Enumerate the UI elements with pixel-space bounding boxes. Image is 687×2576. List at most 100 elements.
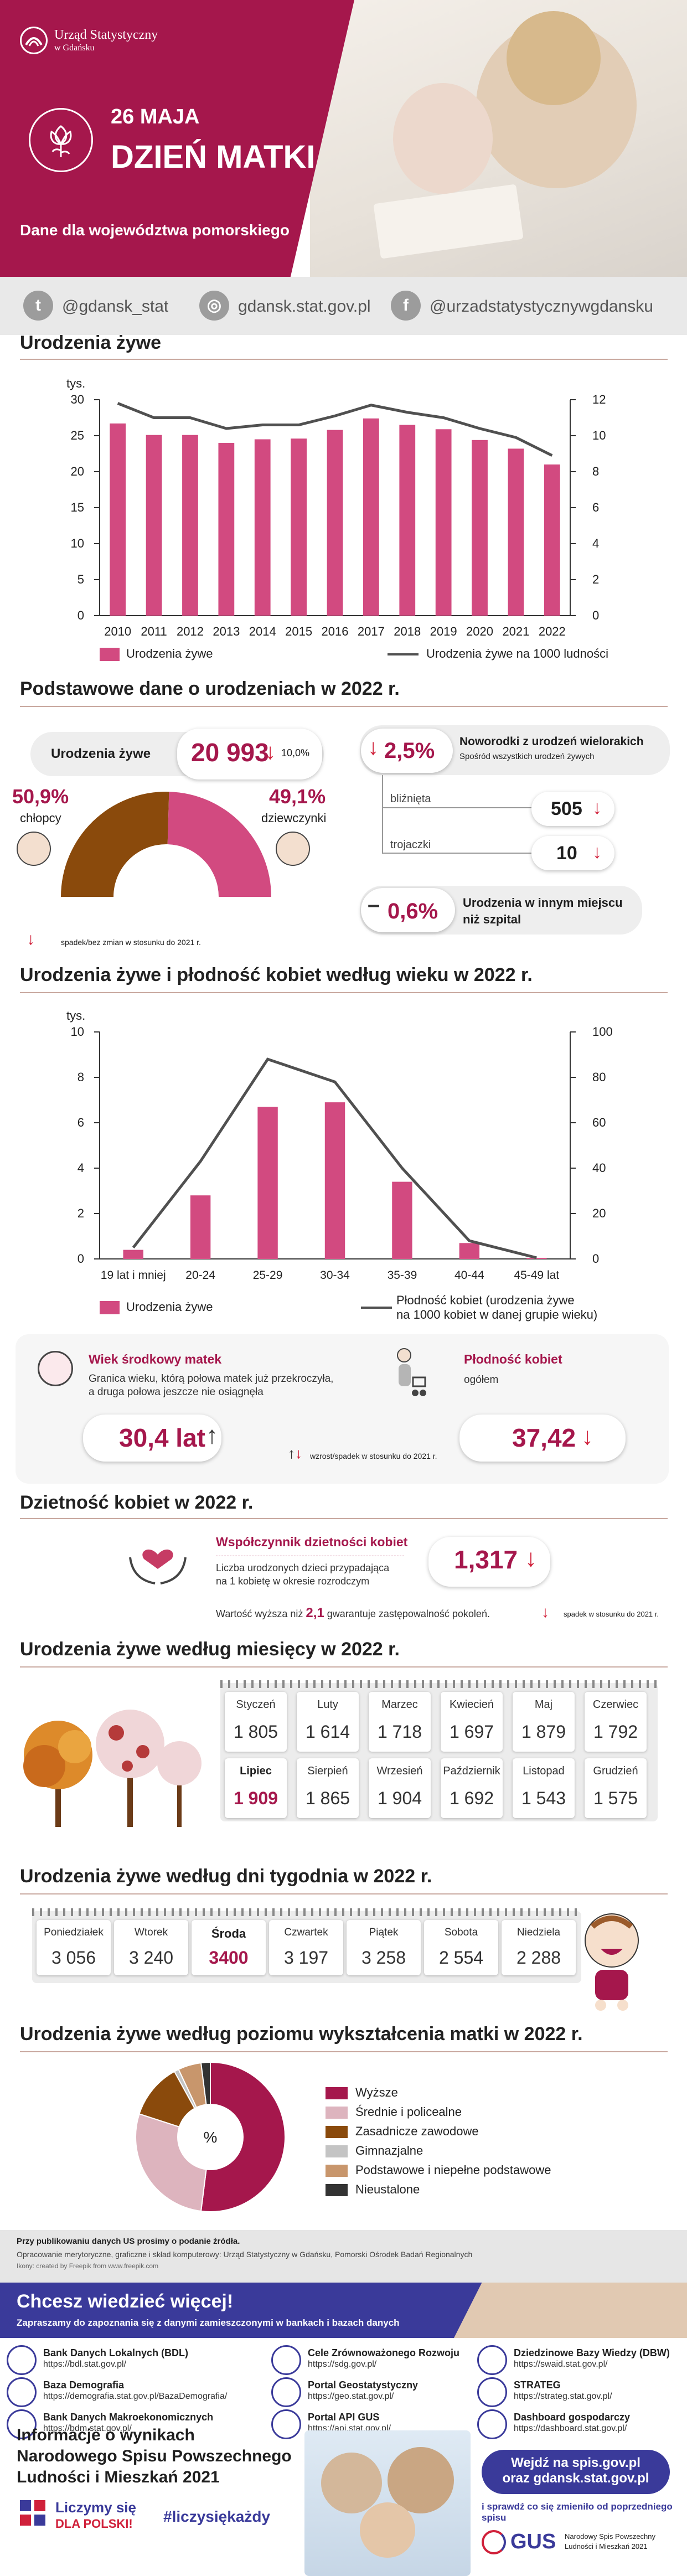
bar: [123, 1250, 143, 1259]
month-value: 1 879: [521, 1722, 566, 1742]
y-tick-label: 10: [71, 1025, 84, 1039]
database-icon[interactable]: [477, 2377, 507, 2407]
section-title-age: Urodzenia żywe i płodność kobiet według …: [20, 964, 533, 985]
database-icon[interactable]: [7, 2377, 37, 2407]
month-value: 1 543: [521, 1788, 566, 1808]
weekday-value: 3 240: [128, 1948, 174, 1968]
legend-label: Gimnazjalne: [355, 2144, 423, 2157]
link-title[interactable]: Dziedzinowe Bazy Wiedzy (DBW): [514, 2347, 670, 2358]
calendar-rings: [32, 1908, 581, 1916]
link-title[interactable]: Baza Demografia: [43, 2379, 125, 2391]
month-cell: Listopad 1 543: [513, 1758, 575, 1818]
legend-label: Średnie i policealne: [355, 2105, 462, 2119]
link-url[interactable]: https://strateg.stat.gov.pl/: [514, 2392, 612, 2401]
month-name: Marzec: [381, 1699, 418, 1711]
database-icon[interactable]: [271, 2409, 301, 2439]
twitter-icon[interactable]: t: [23, 291, 53, 321]
link-url[interactable]: https://sdg.gov.pl/: [308, 2360, 377, 2369]
twins-value: 505: [551, 798, 582, 819]
outside-pct: 0,6%: [388, 899, 438, 923]
weekday-cell: Niedziela 2 288: [502, 1920, 576, 1975]
event-date: 26 MAJA: [111, 105, 200, 128]
gus-name: GUS: [510, 2530, 556, 2553]
girls-pct: 49,1%: [269, 785, 326, 808]
bar: [146, 435, 162, 616]
link-url[interactable]: https://swaid.stat.gov.pl/: [514, 2360, 608, 2369]
database-icon[interactable]: [477, 2345, 507, 2375]
section-divider: [20, 992, 668, 993]
cta-line-1[interactable]: Wejdź na spis.gov.pl: [511, 2455, 640, 2470]
link-url[interactable]: https://geo.stat.gov.pl/: [308, 2392, 394, 2401]
link-title[interactable]: Cele Zrównoważonego Rozwoju: [308, 2347, 459, 2358]
legend-swatch: [326, 2107, 348, 2119]
cta-sub: i sprawdź co się zmieniło od poprzednieg…: [482, 2501, 673, 2523]
link-title[interactable]: Bank Danych Lokalnych (BDL): [43, 2347, 189, 2358]
database-icon[interactable]: [7, 2345, 37, 2375]
x-tick-label: 2021: [502, 624, 529, 638]
y-tick-label: 25: [71, 429, 84, 442]
family-person: [360, 2502, 415, 2558]
website-link[interactable]: gdansk.stat.gov.pl: [238, 297, 371, 316]
month-name: Styczeń: [236, 1699, 276, 1711]
twitter-handle[interactable]: @gdansk_stat: [62, 297, 169, 316]
gus-sub-1: Narodowy Spis Powszechny: [565, 2532, 656, 2541]
cta-line-2[interactable]: oraz gdansk.stat.gov.pl: [502, 2471, 649, 2486]
legend-swatch: [326, 2145, 348, 2157]
legend-bar-swatch: [100, 1301, 120, 1314]
bar: [324, 1102, 345, 1259]
bar: [392, 1181, 412, 1259]
fertility-value: 37,42: [512, 1423, 576, 1452]
database-icon[interactable]: [477, 2409, 507, 2439]
x-tick-label: 20-24: [185, 1269, 215, 1282]
link-url[interactable]: https://bdl.stat.gov.pl/: [43, 2360, 127, 2369]
facebook-handle[interactable]: @urzadstatystycznywgdansku: [430, 297, 653, 316]
outside-label-2: niż szpital: [463, 912, 521, 926]
girls-label: dziewczynki: [261, 811, 327, 825]
globe-icon[interactable]: ◎: [199, 291, 229, 321]
facebook-icon[interactable]: f: [391, 291, 421, 321]
month-cell: Sierpień 1 865: [297, 1758, 359, 1818]
link-title[interactable]: Portal API GUS: [308, 2412, 380, 2423]
weekday-name: Środa: [211, 1927, 246, 1940]
month-name: Październik: [443, 1765, 500, 1777]
x-tick-label: 2011: [141, 624, 167, 638]
link-url[interactable]: https://dashboard.stat.gov.pl/: [514, 2424, 627, 2433]
boys-slice: [61, 792, 169, 897]
database-icon[interactable]: [271, 2345, 301, 2375]
tree-line: [382, 775, 383, 853]
y2-tick-label: 60: [592, 1116, 606, 1129]
book-icon: [373, 184, 524, 259]
y-tick-label: 0: [78, 608, 84, 622]
section-divider: [20, 2051, 668, 2052]
x-tick-label: 2012: [177, 624, 204, 638]
link-title[interactable]: Portal Geostatystyczny: [308, 2379, 419, 2391]
link-url[interactable]: https://bdm.stat.gov.pl/: [43, 2424, 132, 2433]
section-title-tfr: Dzietność kobiet w 2022 r.: [20, 1492, 254, 1513]
y2-tick-label: 0: [592, 1252, 599, 1266]
x-tick-label: 35-39: [388, 1269, 417, 1282]
fertility-title: Płodność kobiet: [464, 1352, 562, 1366]
median-desc-2: a druga połowa jeszcze nie osiągnęła: [89, 1386, 264, 1398]
link-url[interactable]: https://demografia.stat.gov.pl/BazaDemog…: [43, 2392, 228, 2401]
mother-child-photo: [310, 0, 687, 277]
database-icon[interactable]: [7, 2409, 37, 2439]
y-tick-label: 15: [71, 500, 84, 514]
month-name: Czerwiec: [592, 1699, 639, 1711]
y2-tick-label: 12: [592, 393, 606, 406]
gus-sub-2: Ludności i Mieszkań 2021: [565, 2542, 648, 2551]
weekday-name: Wtorek: [134, 1927, 168, 1938]
median-title: Wiek środkowy matek: [89, 1352, 222, 1366]
month-name: Kwiecień: [449, 1699, 494, 1711]
month-cell: Luty 1 614: [297, 1692, 359, 1752]
y-unit-label: tys.: [66, 376, 85, 390]
fertility-pill: [459, 1415, 626, 1462]
footer-note-3: Ikony: created by Freepik from www.freep…: [17, 2262, 159, 2270]
link-title[interactable]: Bank Danych Makroekonomicznych: [43, 2412, 214, 2423]
link-title[interactable]: Dashboard gospodarczy: [514, 2412, 631, 2423]
census-cta-button[interactable]: Wejdź na spis.gov.pl oraz gdansk.stat.go…: [482, 2450, 670, 2494]
births-total-value: 20 993: [191, 738, 269, 767]
database-icon[interactable]: [271, 2377, 301, 2407]
y-tick-label: 8: [78, 1070, 84, 1084]
link-title[interactable]: STRATEG: [514, 2379, 561, 2391]
y2-tick-label: 0: [592, 608, 599, 622]
